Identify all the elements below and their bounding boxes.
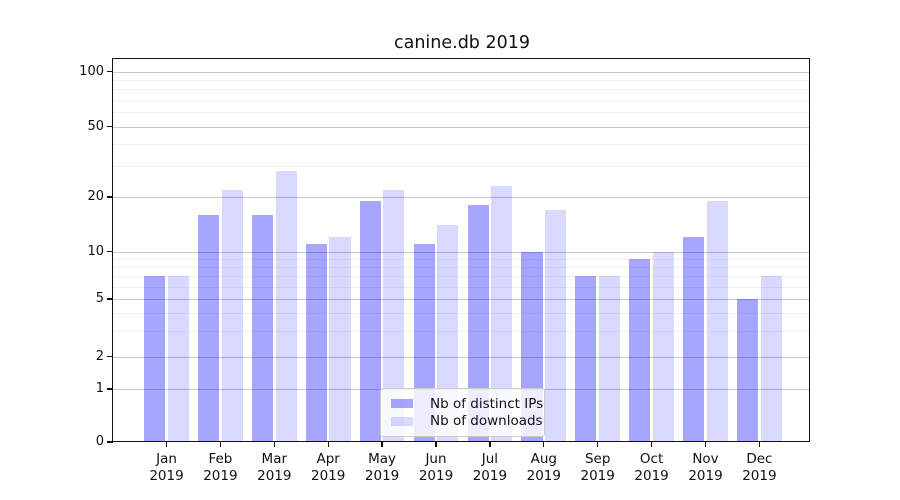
gridline-minor	[113, 275, 809, 277]
gridline-minor	[113, 89, 809, 91]
x-tick-label: Oct 2019	[634, 451, 669, 484]
gridline-major	[113, 126, 809, 128]
bar-ips-sep	[575, 275, 597, 441]
bar-downloads-sep	[598, 275, 621, 441]
y-tick-label: 1	[95, 381, 104, 396]
gridline-minor	[113, 286, 809, 288]
x-tick-label: Jul 2019	[472, 451, 508, 484]
y-tick	[107, 388, 113, 390]
y-tick	[107, 70, 113, 73]
x-tick-label: Feb 2019	[203, 451, 238, 484]
y-tick-label: 100	[79, 63, 104, 79]
bar-ips-apr	[305, 244, 327, 441]
bar-downloads-nov	[706, 201, 728, 441]
gridline-minor	[113, 112, 809, 114]
bar-ips-oct	[629, 258, 651, 441]
x-tick	[758, 442, 761, 447]
bar-downloads-jan	[167, 275, 189, 441]
plot-frame	[112, 58, 810, 442]
x-tick	[489, 442, 491, 447]
y-tick-label: 10	[87, 243, 104, 259]
x-tick-label: Dec 2019	[742, 451, 777, 484]
bar-downloads-feb	[221, 189, 243, 441]
bar-ips-jan	[144, 275, 166, 441]
bar-ips-mar	[251, 214, 274, 441]
legend-entry: Nb of downloads	[391, 413, 543, 429]
x-tick	[543, 442, 545, 447]
x-tick	[650, 442, 653, 447]
y-tick	[107, 196, 113, 198]
x-tick	[704, 442, 707, 447]
y-tick	[107, 355, 113, 358]
x-tick	[165, 442, 168, 447]
y-tick	[107, 125, 113, 128]
x-tick-label: Jun 2019	[418, 451, 454, 484]
gridline-minor	[113, 258, 809, 260]
x-tick-label: Jan 2019	[149, 451, 184, 484]
y-tick-label: 0	[95, 434, 104, 449]
y-tick-label: 50	[87, 118, 104, 134]
gridline-major	[113, 356, 809, 358]
gridline-minor	[113, 165, 809, 167]
y-tick-label: 5	[95, 291, 104, 306]
x-tick-label: Aug 2019	[526, 451, 561, 484]
y-tick-label: 2	[95, 348, 104, 364]
bar-downloads-aug	[545, 209, 567, 441]
bar-downloads-mar	[275, 171, 297, 441]
x-tick-label: Apr 2019	[311, 451, 346, 484]
bar-downloads-apr	[329, 237, 351, 441]
x-tick	[435, 442, 437, 447]
gridline-minor	[113, 79, 809, 81]
legend-swatch-distinct-ips	[391, 399, 413, 409]
legend-label-downloads: Nb of downloads	[430, 413, 543, 430]
bar-downloads-jul	[491, 186, 513, 441]
gridline-minor	[113, 313, 809, 314]
x-tick-label: Nov 2019	[688, 451, 723, 484]
gridline-major	[113, 299, 809, 300]
x-tick-label: Mar 2019	[257, 451, 292, 484]
gridline-major	[113, 197, 809, 198]
gridline-minor	[113, 331, 809, 333]
x-tick	[327, 442, 329, 447]
y-tick	[107, 298, 113, 300]
bar-downloads-oct	[652, 251, 674, 441]
x-tick	[219, 442, 222, 447]
bar-ips-nov	[683, 237, 705, 441]
legend-swatch-downloads	[391, 416, 413, 426]
gridline-major	[113, 251, 809, 253]
bar-ips-jul	[467, 205, 489, 441]
x-tick	[597, 442, 599, 447]
x-tick	[273, 442, 275, 447]
y-tick	[107, 250, 113, 253]
bar-ips-dec	[737, 299, 759, 441]
gridline-major	[113, 71, 809, 73]
legend-entry: Nb of distinct IPs	[391, 396, 543, 412]
bar-ips-may	[359, 201, 381, 441]
bar-downloads-jun	[437, 225, 459, 441]
y-tick	[107, 441, 113, 443]
x-tick-label: May 2019	[364, 451, 400, 484]
gridline-minor	[113, 266, 809, 268]
x-tick-label: Sep 2019	[580, 451, 615, 484]
bar-downloads-dec	[760, 275, 782, 441]
gridline-minor	[113, 143, 809, 145]
x-tick	[381, 442, 383, 447]
bar-downloads-may	[383, 189, 405, 441]
chart-title: canine.db 2019	[393, 33, 531, 53]
legend-label-distinct-ips: Nb of distinct IPs	[430, 395, 544, 412]
gridline-minor	[113, 99, 809, 101]
bar-ips-feb	[198, 214, 220, 441]
y-tick-label: 20	[87, 189, 104, 204]
legend: Nb of distinct IPs Nb of downloads	[380, 388, 545, 437]
